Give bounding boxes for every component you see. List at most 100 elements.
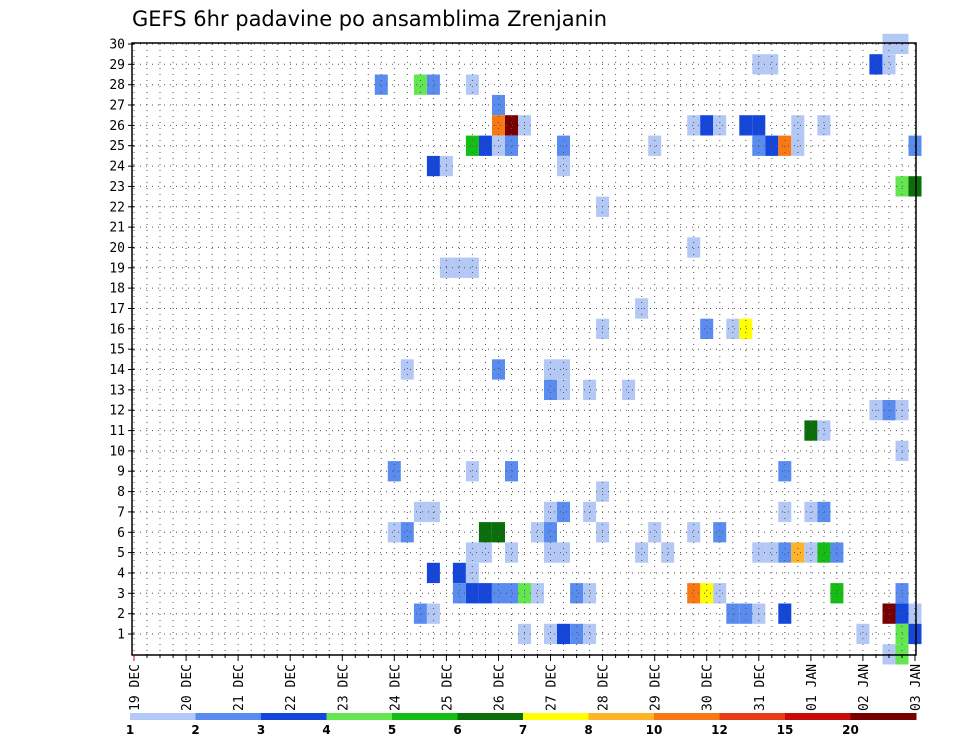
colorbar: 1 2 3 4 5 6 7 8 10 12 15 20 [126, 713, 917, 737]
cell-33-13 [557, 379, 570, 400]
y-tick-label-23: 23 [109, 180, 125, 195]
cell-43-20 [687, 237, 701, 258]
y-tick-label-9: 9 [117, 465, 125, 480]
y-tick-label-15: 15 [109, 343, 125, 358]
cell-35-3 [583, 583, 597, 604]
cell-33-5 [557, 542, 570, 563]
colorbar-swatch-4 [392, 713, 458, 720]
cell-32-1 [544, 623, 557, 645]
y-tick-label-21: 21 [109, 221, 125, 236]
cell-35-1 [583, 623, 597, 645]
cell-44-16 [700, 318, 714, 339]
colorbar-label-7: 8 [584, 723, 592, 737]
cell-47-2 [739, 603, 753, 624]
x-tick-label-9: 28 DEC [597, 664, 612, 711]
cell-23-24 [426, 155, 440, 177]
cell-35-7 [583, 501, 597, 523]
cell-23-28 [426, 74, 440, 95]
colorbar-label-6: 7 [519, 723, 527, 737]
cell-38-13 [622, 379, 636, 400]
cell-53-5 [817, 542, 831, 563]
y-tick-label-18: 18 [109, 282, 125, 297]
cell-46-2 [726, 603, 740, 624]
cell-49-5 [765, 542, 779, 563]
cell-52-7 [804, 501, 818, 523]
cell-28-25 [492, 135, 505, 156]
x-tick-label-13: 01 JAN [805, 664, 820, 711]
cell-19-28 [374, 74, 388, 95]
y-tick-label-10: 10 [109, 444, 125, 459]
cell-22-2 [413, 603, 427, 624]
colorbar-label-3: 4 [322, 723, 330, 737]
y-tick-label-20: 20 [109, 241, 125, 256]
cell-53-11 [817, 420, 831, 441]
cell-44-3 [700, 583, 714, 604]
cell-29-3 [505, 583, 518, 604]
cell-26-25 [465, 135, 479, 156]
cell-34-3 [570, 583, 584, 604]
cell-21-6 [400, 522, 414, 543]
cell-29-5 [505, 542, 518, 563]
cell-45-3 [713, 583, 727, 604]
cell-23-7 [426, 501, 440, 523]
colorbar-label-1: 2 [191, 723, 199, 737]
y-tick-label-29: 29 [109, 58, 125, 73]
cell-51-5 [791, 542, 805, 563]
cell-33-14 [557, 359, 570, 380]
colorbar-swatch-8 [654, 713, 720, 720]
cell-20-9 [387, 461, 401, 482]
y-tick-label-27: 27 [109, 99, 125, 114]
x-tick-label-4: 23 DEC [336, 664, 351, 711]
y-tick-label-24: 24 [109, 160, 125, 175]
colorbar-swatch-7 [588, 713, 655, 720]
colorbar-label-8: 10 [646, 723, 663, 737]
cell-58-29 [882, 54, 896, 75]
x-tick-label-11: 30 DEC [701, 664, 716, 711]
cell-32-14 [544, 359, 557, 380]
x-tick-label-0: 19 DEC [128, 664, 143, 711]
cell-26-28 [465, 74, 479, 95]
cell-50-9 [778, 461, 792, 482]
cell-51-26 [791, 115, 805, 136]
x-tick-label-12: 31 DEC [753, 664, 768, 711]
cell-21-14 [400, 359, 414, 380]
colorbar-label-11: 20 [842, 723, 859, 737]
colorbar-label-2: 3 [257, 723, 265, 737]
colorbar-swatch-0 [130, 713, 196, 720]
cells-layer [374, 33, 922, 665]
colorbar-swatch-1 [195, 713, 262, 720]
cell-45-6 [713, 522, 727, 543]
cell-47-16 [739, 318, 753, 339]
y-tick-label-25: 25 [109, 139, 125, 154]
cell-43-3 [687, 583, 701, 604]
y-tick-label-1: 1 [117, 628, 125, 643]
cell-31-6 [531, 522, 544, 543]
cell-39-5 [635, 542, 649, 563]
cell-56-1 [856, 623, 870, 645]
cell-28-27 [492, 94, 505, 116]
cell-33-25 [557, 135, 570, 156]
cell-35-13 [583, 379, 597, 400]
y-tick-label-26: 26 [109, 119, 125, 134]
colorbar-label-10: 15 [777, 723, 794, 737]
y-tick-label-2: 2 [117, 607, 125, 622]
cell-23-2 [426, 603, 440, 624]
cell-47-26 [739, 115, 753, 136]
cell-32-6 [544, 522, 557, 543]
x-tick-label-14: 02 JAN [857, 664, 872, 711]
cell-41-5 [661, 542, 675, 563]
cell-40-25 [648, 135, 662, 156]
y-tick-label-7: 7 [117, 505, 125, 520]
y-tick-label-17: 17 [109, 302, 125, 317]
y-tick-label-28: 28 [109, 78, 125, 93]
y-tick-label-13: 13 [109, 383, 125, 398]
cell-43-26 [687, 115, 701, 136]
cell-27-6 [478, 522, 492, 543]
cell-45-26 [713, 115, 727, 136]
y-tick-label-6: 6 [117, 526, 125, 541]
y-tick-label-14: 14 [109, 363, 125, 378]
chart-title: GEFS 6hr padavine po ansamblima Zrenjani… [132, 7, 607, 31]
cell-25-19 [452, 257, 466, 278]
x-tick-label-10: 29 DEC [649, 664, 664, 711]
x-axis: 19 DEC 20 DEC 21 DEC 22 DEC 23 DEC 24 DEC 25 D… [128, 654, 924, 711]
